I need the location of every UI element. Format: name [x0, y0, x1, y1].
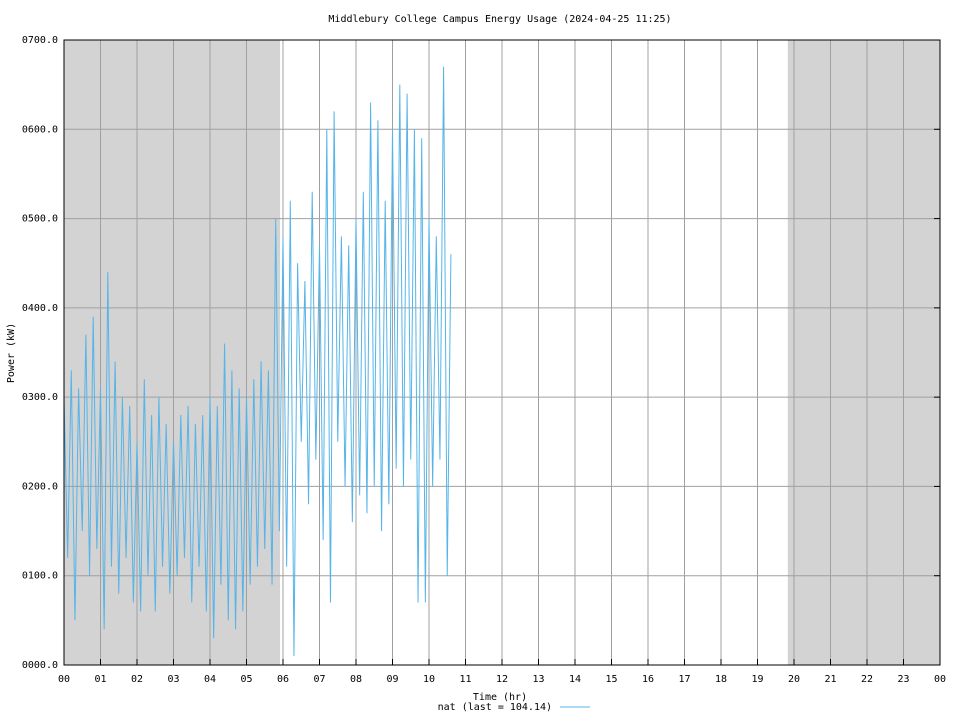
x-tick-label: 20 — [788, 674, 800, 685]
y-tick-label: 0300.0 — [22, 392, 58, 403]
x-axis-label: Time (hr) — [473, 692, 527, 703]
x-tick-label: 11 — [459, 674, 471, 685]
y-tick-label: 0200.0 — [22, 481, 58, 492]
x-tick-label: 19 — [751, 674, 763, 685]
x-tick-label: 12 — [496, 674, 508, 685]
x-tick-label: 09 — [386, 674, 398, 685]
night-shade — [787, 40, 940, 665]
y-tick-label: 0500.0 — [22, 214, 58, 225]
x-tick-label: 05 — [240, 674, 252, 685]
y-tick-label: 0100.0 — [22, 571, 58, 582]
x-tick-label: 18 — [715, 674, 727, 685]
x-tick-label: 07 — [313, 674, 325, 685]
x-tick-label: 02 — [131, 674, 143, 685]
x-tick-label: 22 — [861, 674, 873, 685]
x-tick-label: 06 — [277, 674, 289, 685]
x-tick-label: 13 — [532, 674, 544, 685]
x-tick-label: 10 — [423, 674, 435, 685]
legend-label: nat (last = 104.14) — [438, 702, 552, 713]
x-tick-label: 21 — [824, 674, 836, 685]
x-tick-label: 17 — [678, 674, 690, 685]
x-tick-label: 04 — [204, 674, 216, 685]
x-tick-label: 23 — [897, 674, 909, 685]
x-tick-label: 03 — [167, 674, 179, 685]
x-tick-label: 15 — [605, 674, 617, 685]
data-line — [63, 66, 452, 657]
y-tick-label: 0600.0 — [22, 124, 58, 135]
y-tick-label: 0400.0 — [22, 303, 58, 314]
night-shade — [64, 40, 281, 665]
y-tick-label: 0000.0 — [22, 660, 58, 671]
x-tick-label: 00 — [58, 674, 70, 685]
x-tick-label: 14 — [569, 674, 581, 685]
y-tick-label: 0700.0 — [22, 35, 58, 46]
chart-title: Middlebury College Campus Energy Usage (… — [328, 14, 671, 25]
x-tick-label: 16 — [642, 674, 654, 685]
x-tick-label: 01 — [94, 674, 106, 685]
x-tick-label: 00 — [934, 674, 946, 685]
x-tick-label: 08 — [350, 674, 362, 685]
plot-border — [63, 39, 941, 666]
y-axis-label: Power (kW) — [6, 323, 17, 383]
